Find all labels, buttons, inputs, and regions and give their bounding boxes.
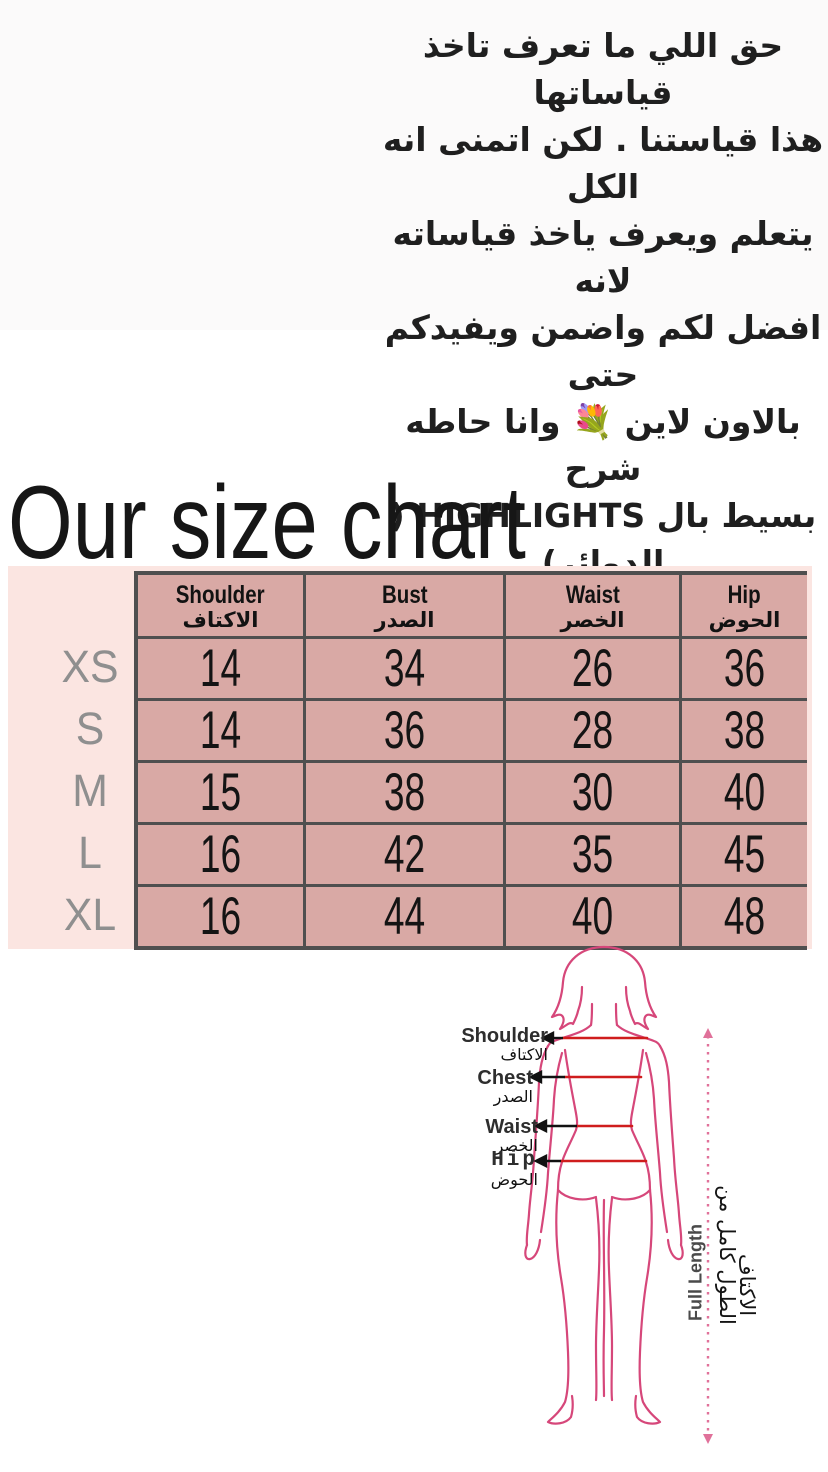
cell-xl-waist: 40 <box>506 887 679 946</box>
intro-line: هذا قياستنا . لكن اتمنى انه الكل <box>382 120 824 206</box>
cell-s-hip: 38 <box>682 701 807 760</box>
cell-value: 38 <box>723 701 766 760</box>
body-outline <box>524 945 684 1425</box>
intro-text: حق اللي ما تعرف تاخذ قياساتها هذا قياستن… <box>378 22 828 586</box>
column-header-waist: Waist الخصر <box>506 575 679 636</box>
cell-xs-bust: 34 <box>306 639 503 698</box>
full-length-label-en: Full Length <box>685 1224 706 1321</box>
cell-l-shoulder: 16 <box>138 825 303 884</box>
cell-xs-waist: 26 <box>506 639 679 698</box>
arrow-left-icon <box>533 1154 548 1168</box>
row-label-m: M <box>72 765 108 816</box>
arrow-left-icon <box>528 1070 543 1084</box>
hip-label: Hip الحوض <box>490 1149 538 1190</box>
cell-value: 44 <box>383 887 426 946</box>
cell-value: 36 <box>383 701 426 760</box>
cell-l-bust: 42 <box>306 825 503 884</box>
cell-xs-hip: 36 <box>682 639 807 698</box>
cell-m-hip: 40 <box>682 763 807 822</box>
column-header-en: Waist <box>565 581 620 610</box>
cell-value: 35 <box>571 825 614 884</box>
hip-label-ar: الحوض <box>490 1170 538 1190</box>
body-outline-figure <box>524 945 713 1444</box>
measurement-lines <box>559 1036 649 1163</box>
cell-value: 36 <box>723 639 766 698</box>
cell-s-shoulder: 14 <box>138 701 303 760</box>
cell-value: 28 <box>571 701 614 760</box>
column-header-ar: الخصر <box>560 608 625 633</box>
cell-m-bust: 38 <box>306 763 503 822</box>
column-header-en: Hip <box>727 581 762 610</box>
cell-m-waist: 30 <box>506 763 679 822</box>
waist-label-en: Waist <box>485 1116 538 1138</box>
size-table: Shoulder الاكتاف Bust الصدر Waist الخصر … <box>134 571 807 950</box>
arrow-left-icon <box>540 1031 555 1045</box>
cell-value: 38 <box>383 763 426 822</box>
row-label-xl: XL <box>63 889 117 940</box>
chest-label: Chest الصدر <box>477 1067 533 1107</box>
cell-value: 42 <box>383 825 426 884</box>
column-header-ar: الحوض <box>708 608 781 633</box>
cell-value: 40 <box>571 887 614 946</box>
column-header-ar: الصدر <box>374 608 435 633</box>
intro-background <box>0 0 828 330</box>
column-header-hip: Hip الحوض <box>682 575 807 636</box>
intro-line: افضل لكم واضمن ويفيدكم حتى <box>384 308 822 394</box>
cell-l-hip: 45 <box>682 825 807 884</box>
cell-value: 45 <box>723 825 766 884</box>
size-chart-panel: XS S M L XL Shoulder الاكتاف Bust الصدر … <box>8 566 812 950</box>
page-title: Our size chart <box>8 465 526 581</box>
column-header-shoulder: Shoulder الاكتاف <box>138 575 303 636</box>
intro-line: حق اللي ما تعرف تاخذ قياساتها <box>422 26 784 112</box>
cell-value: 14 <box>199 639 242 698</box>
cell-xl-shoulder: 16 <box>138 887 303 946</box>
arrow-up-icon <box>703 1028 713 1038</box>
cell-s-waist: 28 <box>506 701 679 760</box>
intro-line: يتعلم ويعرف ياخذ قياساته لانه <box>392 214 814 300</box>
measurement-figure: Shoulder الاكتاف Chest الصدر Waist الخصر… <box>440 940 828 1472</box>
cell-value: 48 <box>723 887 766 946</box>
column-header-bust: Bust الصدر <box>306 575 503 636</box>
size-row-labels: XS S M L XL <box>42 636 138 946</box>
arrow-left-icon <box>533 1119 548 1133</box>
cell-l-waist: 35 <box>506 825 679 884</box>
cell-value: 40 <box>723 763 766 822</box>
shoulder-label-en: Shoulder <box>461 1025 548 1047</box>
intro-line: بالاون لاين 💐 وانا حاطه شرح <box>405 402 801 488</box>
row-label-s: S <box>75 703 105 754</box>
cell-m-shoulder: 15 <box>138 763 303 822</box>
cell-xl-bust: 44 <box>306 887 503 946</box>
full-length-dashed-line <box>703 1028 713 1444</box>
cell-s-bust: 36 <box>306 701 503 760</box>
cell-value: 16 <box>199 887 242 946</box>
column-header-en: Shoulder <box>176 581 265 610</box>
cell-value: 30 <box>571 763 614 822</box>
chest-label-ar: الصدر <box>493 1087 533 1107</box>
cell-value: 26 <box>571 639 614 698</box>
cell-value: 34 <box>383 639 426 698</box>
column-header-en: Bust <box>381 581 428 610</box>
arrow-down-icon <box>703 1434 713 1444</box>
cell-value: 15 <box>199 763 242 822</box>
cell-value: 14 <box>199 701 242 760</box>
cell-xl-hip: 48 <box>682 887 807 946</box>
label-arrows <box>528 1031 577 1168</box>
waist-label: Waist الخصر <box>485 1116 538 1156</box>
shoulder-label: Shoulder الاكتاف <box>461 1025 548 1065</box>
hip-label-en: Hip <box>491 1149 538 1172</box>
shoulder-label-ar: الاكتاف <box>500 1045 548 1065</box>
cell-value: 16 <box>199 825 242 884</box>
column-header-ar: الاكتاف <box>182 608 259 633</box>
row-label-l: L <box>78 827 102 878</box>
waist-label-ar: الخصر <box>495 1136 538 1156</box>
row-label-xs: XS <box>61 641 119 692</box>
chest-label-en: Chest <box>477 1067 533 1089</box>
cell-xs-shoulder: 14 <box>138 639 303 698</box>
full-length-label-ar-line2: الاكتاف <box>735 1253 759 1317</box>
